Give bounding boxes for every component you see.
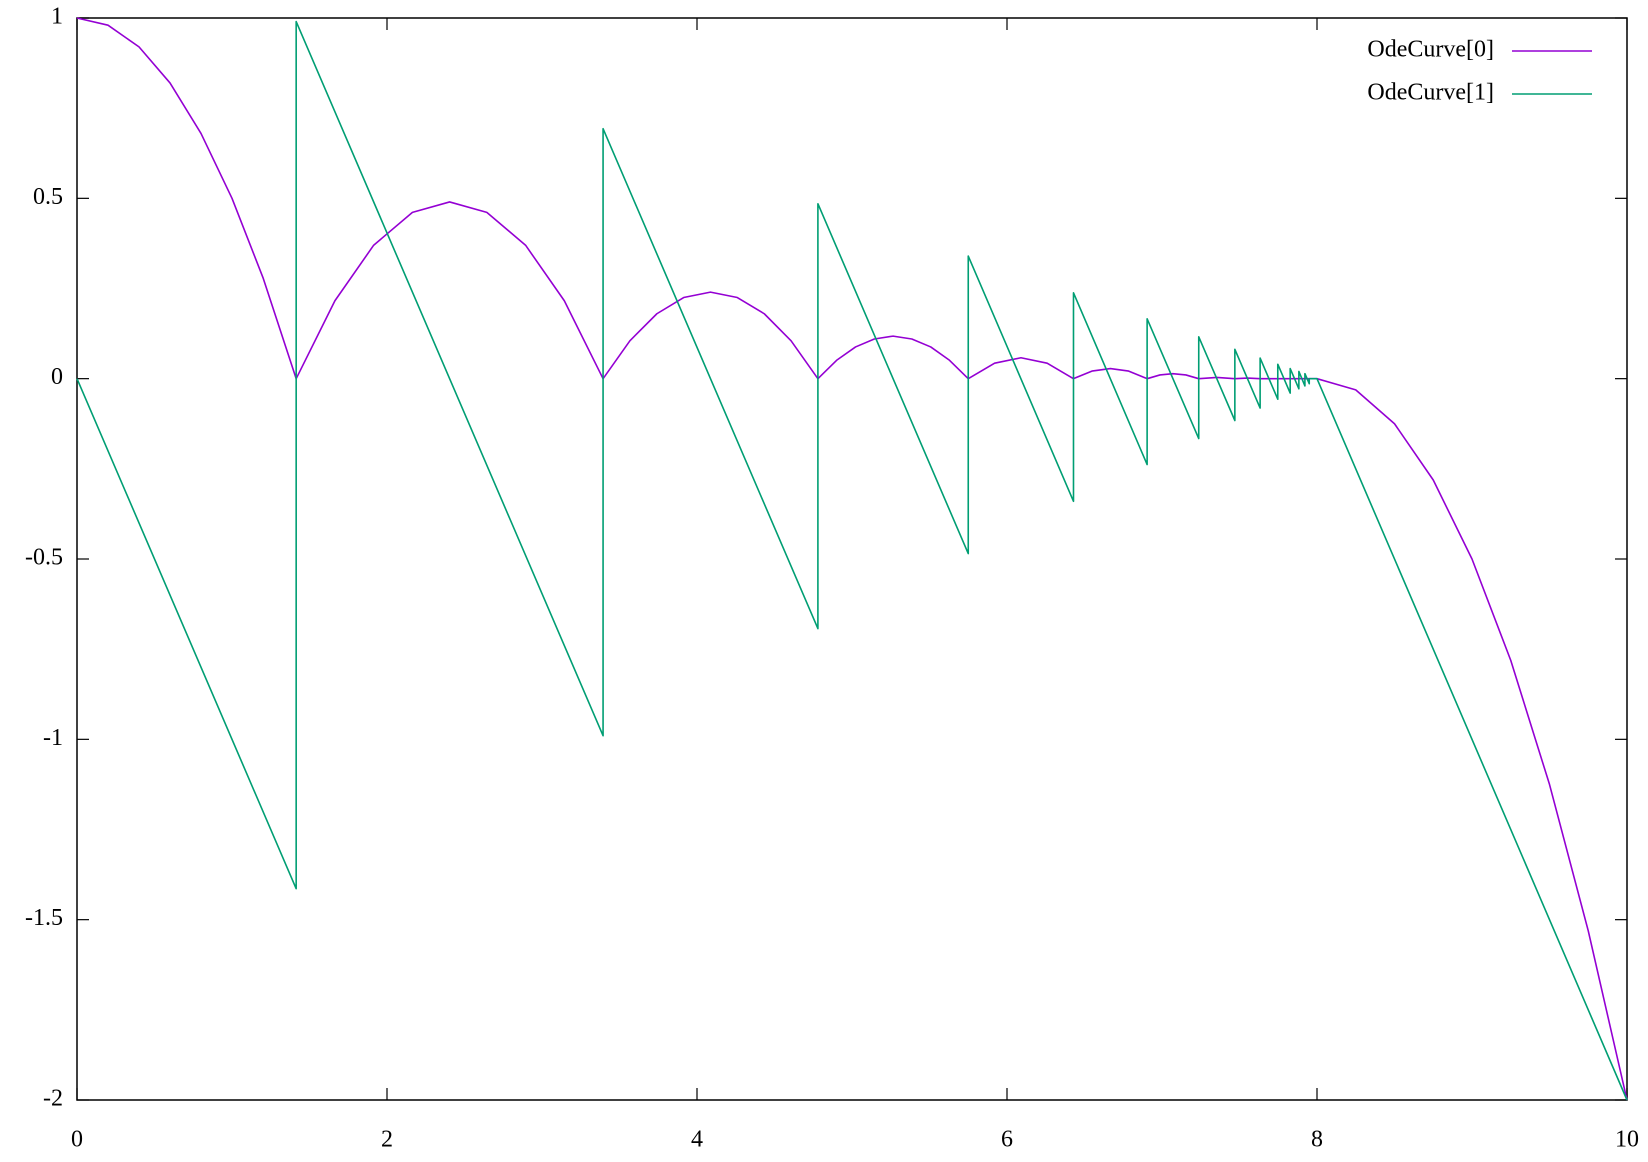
y-tick-label: -1.5 bbox=[25, 905, 63, 931]
x-tick-label: 4 bbox=[691, 1127, 703, 1153]
legend-label: OdeCurve[0] bbox=[1367, 37, 1494, 63]
series-line bbox=[76, 20, 1628, 1101]
y-tick-label: -0.5 bbox=[25, 545, 63, 571]
x-tick-label: 10 bbox=[1615, 1127, 1639, 1153]
y-tick-label: 0.5 bbox=[33, 184, 63, 210]
legend-label: OdeCurve[1] bbox=[1367, 80, 1494, 106]
x-tick-label: 0 bbox=[71, 1127, 83, 1153]
y-tick-label: 0 bbox=[51, 364, 63, 390]
x-tick-label: 8 bbox=[1311, 1127, 1323, 1153]
x-tick-label: 6 bbox=[1001, 1127, 1013, 1153]
y-tick-label: 1 bbox=[51, 4, 63, 30]
series-line bbox=[76, 17, 1628, 1101]
y-tick-label: -1 bbox=[43, 725, 63, 751]
y-tick-label: -2 bbox=[43, 1086, 63, 1112]
x-tick-label: 2 bbox=[381, 1127, 393, 1153]
